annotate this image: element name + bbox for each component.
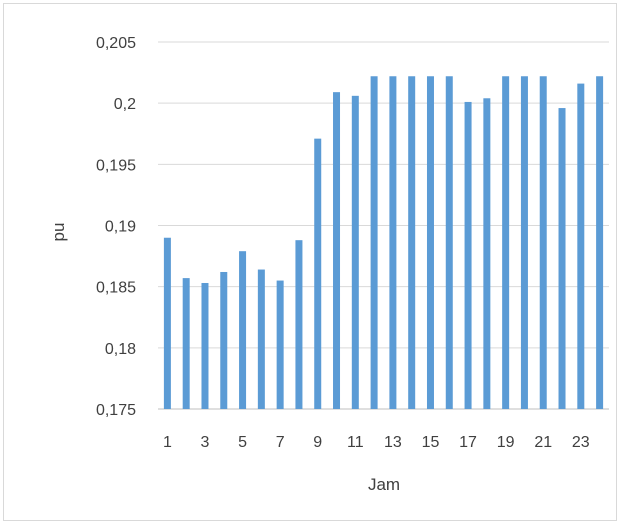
x-tick-label: 7 (276, 434, 285, 451)
x-tick-label: 13 (384, 434, 402, 451)
bar-13 (389, 76, 397, 410)
x-tick-labels: 1 3 5 7 9 11 13 15 17 19 21 23 (163, 434, 590, 451)
bar-18 (483, 98, 491, 410)
y-tick-label: 0,205 (96, 35, 136, 52)
y-tick-label: 0,18 (105, 341, 136, 358)
y-tick-label: 0,195 (96, 157, 136, 174)
bar-10 (333, 92, 341, 409)
bar-21 (539, 76, 547, 410)
bar-15 (426, 76, 434, 410)
x-tick-label: 1 (163, 434, 172, 451)
gridlines (158, 41, 609, 410)
bar-7 (276, 280, 284, 409)
bar-12 (370, 76, 378, 410)
bar-23 (577, 83, 585, 410)
bar-14 (408, 76, 416, 410)
x-axis-title: Jam (368, 475, 400, 494)
x-tick-label: 17 (459, 434, 477, 451)
bar-20 (520, 76, 528, 410)
x-tick-label: 15 (422, 434, 440, 451)
x-tick-label: 3 (201, 434, 210, 451)
bar-19 (502, 76, 510, 410)
bar-5 (239, 251, 247, 409)
chart-area (3, 3, 617, 521)
bar-22 (558, 108, 566, 409)
x-tick-label: 9 (313, 434, 322, 451)
bar-11 (351, 95, 359, 410)
x-tick-label: 19 (497, 434, 515, 451)
bar-17 (464, 101, 472, 410)
y-axis-title: pu (49, 223, 68, 242)
bar-16 (445, 76, 453, 410)
bar-1 (163, 237, 171, 409)
bar-6 (257, 269, 265, 409)
bar-2 (182, 278, 190, 409)
x-tick-label: 5 (238, 434, 247, 451)
y-tick-label: 0,185 (96, 280, 136, 297)
y-tick-label: 0,175 (96, 402, 136, 419)
x-tick-label: 11 (347, 434, 364, 451)
x-tick-label: 23 (572, 434, 590, 451)
bar-9 (314, 138, 322, 410)
bar-4 (220, 271, 228, 409)
bars (163, 76, 604, 410)
y-tick-labels: 0,175 0,18 0,185 0,19 0,195 0,2 0,205 (96, 35, 136, 419)
bar-3 (201, 282, 209, 409)
x-tick-label: 21 (534, 434, 552, 451)
y-tick-label: 0,19 (105, 219, 136, 236)
bar-8 (295, 240, 303, 409)
bar-24 (596, 76, 604, 410)
y-tick-label: 0,2 (114, 96, 136, 113)
